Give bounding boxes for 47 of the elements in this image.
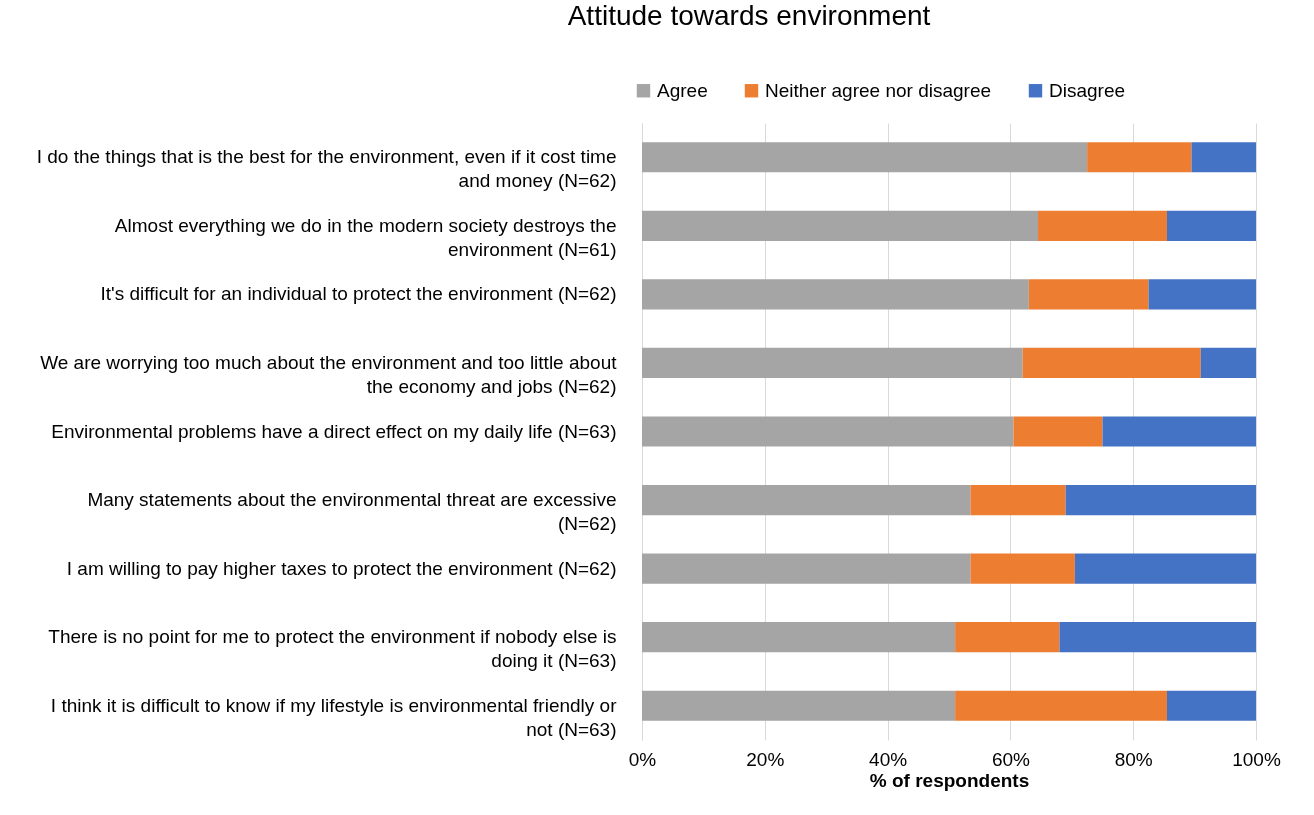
bar	[1102, 416, 1256, 447]
x-tick-label: 0%	[628, 748, 657, 770]
bar	[1059, 622, 1256, 653]
bar	[642, 210, 1039, 241]
bar	[1148, 279, 1256, 310]
y-tick-label: I am willing to pay higher taxes to protect the environment (N=62)	[66, 557, 617, 579]
legend-label: Agree	[657, 79, 708, 101]
bar	[642, 690, 956, 721]
bar	[642, 484, 971, 516]
bar	[1087, 142, 1192, 173]
chart-title: Attitude towards environment	[567, 0, 931, 31]
bar	[1166, 210, 1256, 241]
y-tick-label: Almost everything we do in the modern society destroys the environment (N=61)	[114, 214, 617, 260]
y-tick-label: There is no point for me to protect the environment if nobody else is doing it (N=63)	[48, 626, 617, 672]
bar	[642, 347, 1023, 379]
bar	[970, 484, 1066, 516]
legend-label: Neither agree nor disagree	[765, 79, 992, 101]
y-tick-label: I think it is difficult to know if my lifestyle is environmental friendly or not (N=63)	[50, 694, 618, 740]
bar	[642, 279, 1029, 310]
bar	[1166, 690, 1256, 721]
x-tick-label: 40%	[869, 748, 908, 770]
bar	[1028, 279, 1149, 310]
x-tick-label: 80%	[1114, 748, 1153, 770]
y-tick-label: It's difficult for an individual to protect the environment (N=62)	[100, 283, 617, 305]
bar	[642, 142, 1088, 173]
bar	[955, 622, 1060, 653]
bar	[642, 553, 971, 584]
x-tick-label: 100%	[1232, 748, 1281, 770]
y-tick-label: Many statements about the environmental threat are excessive (N=62)	[87, 489, 617, 535]
y-tick-label: I do the things that is the best for the environment, even if it cost time and money (N=62)	[36, 146, 617, 192]
x-axis-title: % of respondents	[869, 769, 1030, 791]
x-tick-label: 60%	[991, 748, 1031, 770]
x-tick-label: 20%	[746, 748, 785, 770]
y-tick-label: Environmental problems have a direct effect on my daily life (N=63)	[51, 420, 617, 442]
bar	[1074, 553, 1256, 584]
bar	[955, 690, 1167, 721]
bar	[1038, 210, 1167, 241]
bar	[642, 416, 1014, 447]
bar	[1065, 484, 1256, 516]
bar	[1191, 142, 1256, 173]
bar	[1022, 347, 1201, 379]
bar	[970, 553, 1075, 584]
bar	[1013, 416, 1103, 447]
bar	[642, 622, 956, 653]
legend-label: Disagree	[1049, 79, 1126, 101]
y-tick-label: We are worrying too much about the environment and too little about the economy and jobs (N=62)	[40, 351, 618, 397]
bar	[1200, 347, 1256, 379]
